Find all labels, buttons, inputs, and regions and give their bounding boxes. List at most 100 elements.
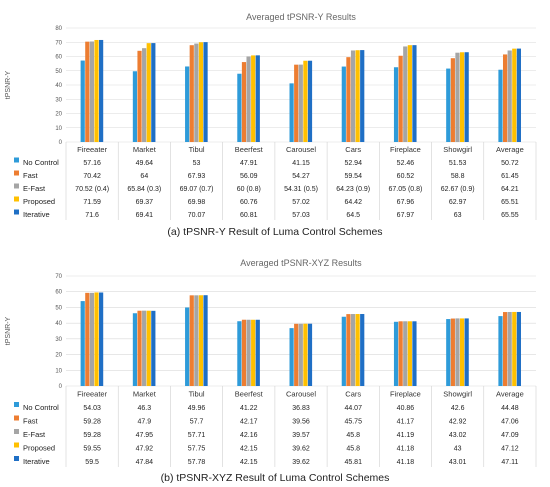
bar-e-fast	[246, 56, 251, 142]
y-tick-label: 50	[55, 69, 62, 75]
bar-no-control	[185, 307, 190, 386]
data-label: 42.6	[451, 405, 465, 412]
bar-proposed	[251, 55, 256, 142]
data-label: 70.52 (0.4)	[75, 186, 109, 193]
bar-e-fast	[246, 319, 251, 386]
bar-fast	[189, 295, 194, 386]
data-label: 41.15	[292, 160, 310, 167]
data-label: 45.81	[344, 459, 362, 466]
chart-caption-b: (b) tPSNR-XYZ Result of Luma Control Sch…	[160, 472, 390, 484]
data-label: 42.16	[240, 432, 258, 439]
data-label: 69.07 (0.7)	[180, 186, 214, 193]
x-tick-label: Fireeater	[77, 390, 108, 399]
data-label: 69.98	[188, 199, 206, 206]
bar-e-fast	[507, 312, 512, 386]
data-label: 59.28	[83, 432, 101, 439]
data-label: 41.17	[397, 419, 415, 426]
legend-swatch	[14, 157, 19, 163]
y-tick-label: 30	[55, 97, 62, 103]
bar-e-fast	[403, 46, 408, 142]
bar-e-fast	[142, 48, 147, 142]
bar-proposed	[459, 52, 465, 143]
data-label: 42.15	[240, 446, 258, 453]
chart-panel-tpsnr-y: Averaged tPSNR-Y Results 0 10 20 30 40 50 60 70 8…	[0, 0, 550, 240]
data-label: 36.83	[292, 405, 310, 412]
bar-fast	[346, 57, 351, 142]
bar-no-control	[446, 68, 451, 142]
bar-no-control	[393, 321, 399, 386]
bar-iterative	[516, 48, 521, 143]
legend-swatch	[14, 456, 19, 461]
legend-entry: Fast	[23, 171, 39, 180]
bar-fast	[502, 54, 508, 143]
data-label: 67.05 (0.8)	[389, 186, 423, 193]
legend-entry: Fast	[23, 417, 39, 426]
data-label: 57.78	[188, 459, 206, 466]
data-label: 64.23 (0.9)	[336, 186, 370, 193]
data-label: 70.07	[188, 212, 206, 219]
x-tick-label: Market	[133, 145, 157, 154]
x-tick-label: Fireeater	[77, 145, 108, 154]
y-axis-label: tPSNR-Y	[5, 70, 12, 99]
chart-title: Averaged tPSNR-XYZ Results	[240, 258, 362, 268]
bar-fast	[398, 321, 403, 386]
bar-iterative	[360, 314, 365, 386]
chart-title: Averaged tPSNR-Y Results	[246, 12, 356, 22]
data-label: 67.97	[397, 212, 415, 219]
bar-e-fast	[89, 292, 95, 386]
data-label: 60 (0.8)	[237, 186, 261, 193]
data-label: 67.93	[188, 173, 206, 180]
bar-iterative	[307, 323, 313, 386]
bar-iterative	[255, 55, 260, 142]
y-tick-label: 20	[55, 353, 62, 359]
x-tick-label: Carousel	[286, 145, 316, 154]
y-tick-label: 50	[55, 305, 62, 311]
legend-entry: Iterative	[23, 457, 50, 466]
bar-proposed	[198, 42, 204, 142]
data-label: 45.8	[346, 432, 360, 439]
x-tick-label: Showgirl	[443, 145, 472, 154]
data-label: 54.31 (0.5)	[284, 186, 318, 193]
y-tick-label: 40	[55, 321, 62, 327]
bar-fast	[241, 319, 247, 386]
data-label: 61.45	[501, 173, 519, 180]
x-tick-label: Fireplace	[390, 390, 421, 399]
legend-entry: No Control	[23, 403, 59, 412]
data-label: 42.92	[449, 419, 467, 426]
x-tick-label: Tibul	[189, 390, 205, 399]
data-label: 62.67 (0.9)	[441, 186, 475, 193]
bar-no-control	[237, 321, 242, 386]
data-label: 41.18	[397, 459, 415, 466]
legend-swatch	[14, 415, 19, 421]
bar-e-fast	[455, 52, 460, 142]
legend-swatch	[14, 209, 19, 215]
data-label: 45.75	[344, 419, 362, 426]
bar-fast	[450, 318, 455, 386]
x-tick-label: Beerfest	[235, 145, 264, 154]
data-label: 57.7	[190, 419, 204, 426]
x-tick-label: Carousel	[286, 390, 316, 399]
data-label: 57.75	[188, 446, 206, 453]
legend-entry: E-Fast	[23, 430, 46, 439]
x-tick-label: Tibul	[189, 145, 205, 154]
y-tick-label: 20	[55, 112, 62, 118]
y-tick-label: 10	[55, 368, 62, 374]
data-label: 59.54	[344, 173, 362, 180]
bar-proposed	[94, 292, 99, 386]
bar-fast	[398, 55, 403, 142]
data-label: 46.3	[138, 405, 152, 412]
data-label: 50.72	[501, 160, 519, 167]
legend-entry: Iterative	[23, 210, 50, 219]
data-label: 71.59	[83, 199, 101, 206]
data-label: 65.51	[501, 199, 519, 206]
bar-e-fast	[298, 64, 303, 142]
data-label: 67.96	[397, 199, 415, 206]
x-tick-label: Showgirl	[443, 390, 472, 399]
data-label: 47.11	[501, 459, 518, 466]
x-tick-label: Market	[133, 390, 157, 399]
bar-no-control	[80, 301, 85, 386]
bar-iterative	[255, 319, 260, 386]
data-label: 52.94	[344, 160, 362, 167]
data-label: 39.62	[292, 446, 310, 453]
bar-proposed	[198, 295, 204, 386]
